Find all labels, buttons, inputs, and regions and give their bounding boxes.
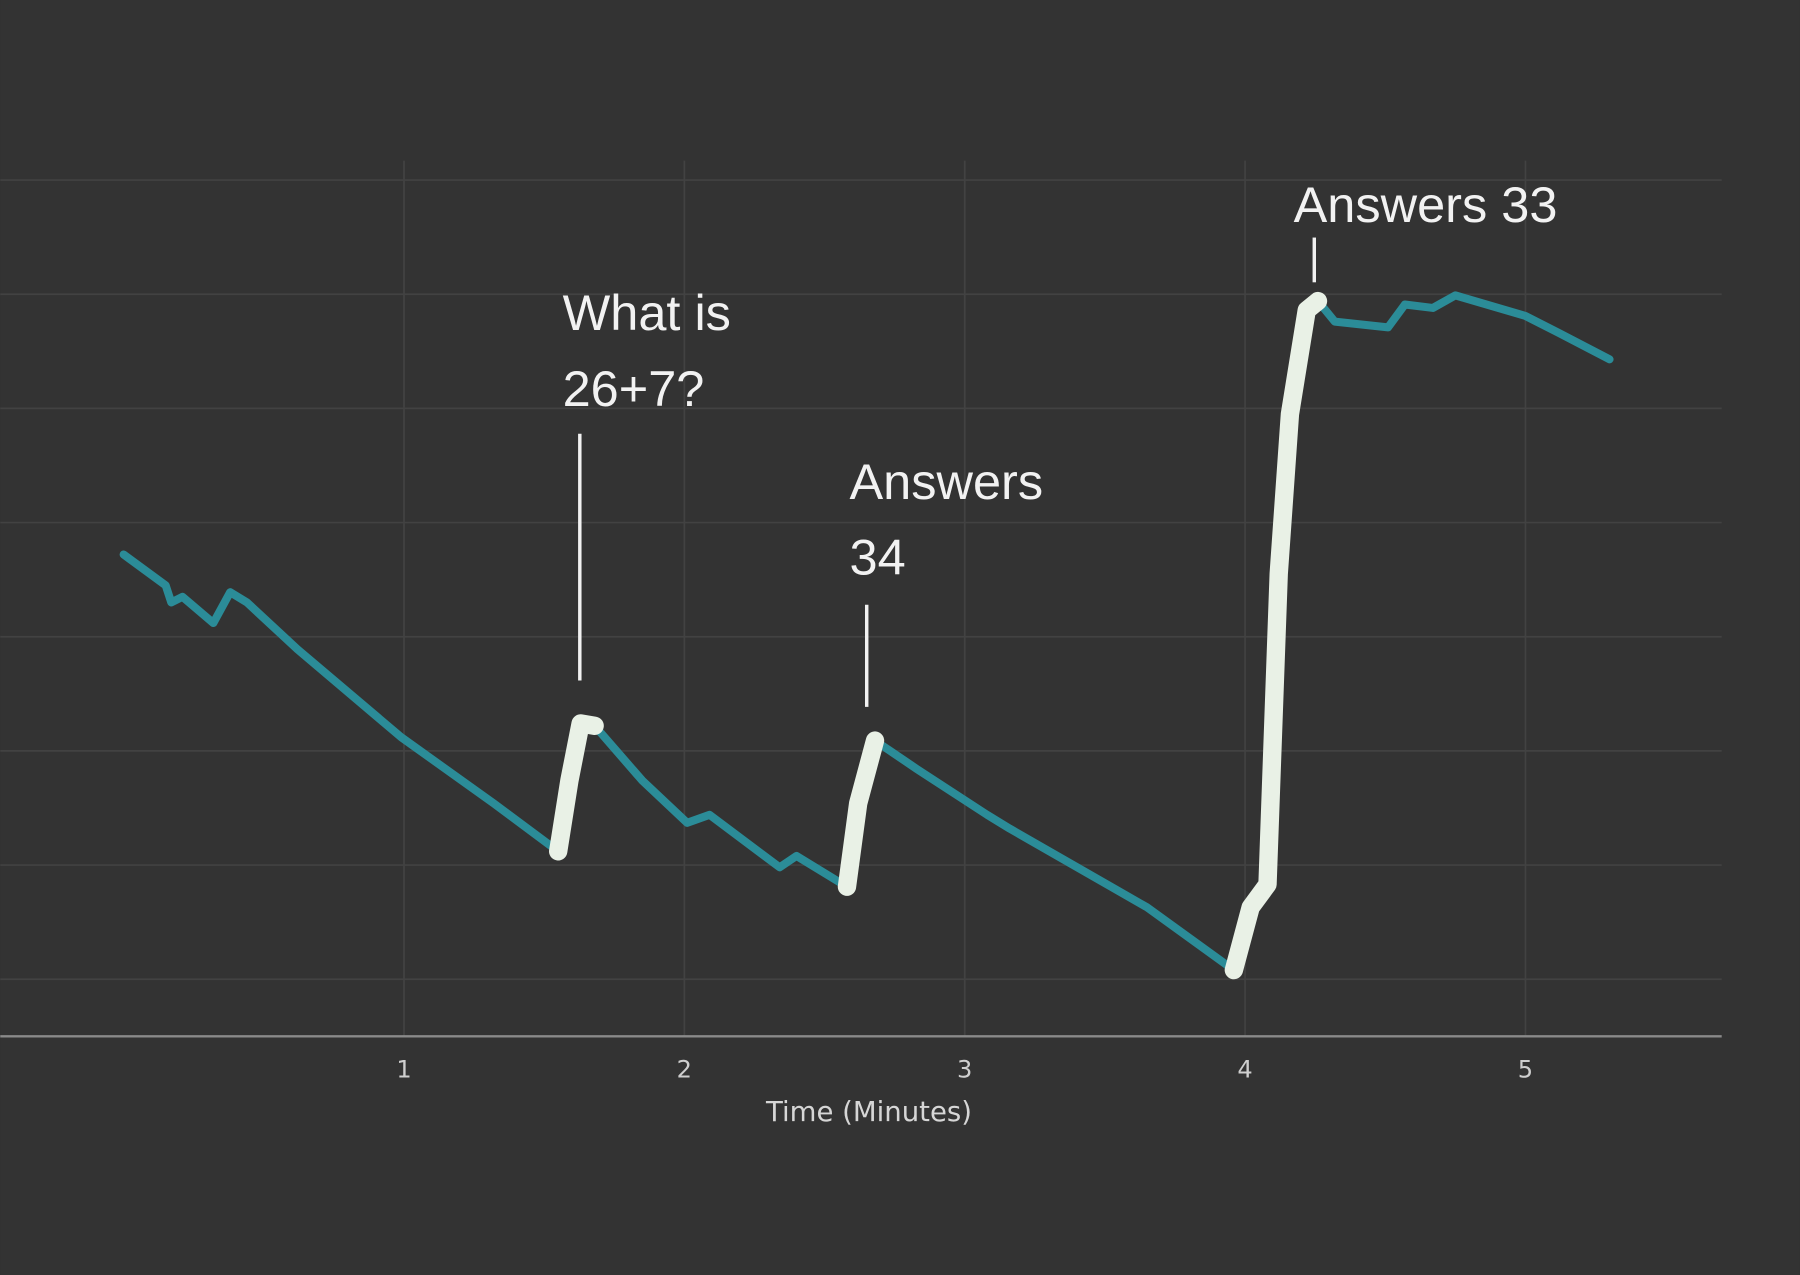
x-axis-title: Time (Minutes): [765, 1096, 972, 1128]
annotation-text: Answers 33: [1294, 176, 1558, 233]
line-series: [549, 714, 604, 861]
x-tick-label: 2: [677, 1056, 692, 1084]
x-tick-label: 3: [957, 1056, 972, 1084]
x-tick-label: 4: [1237, 1056, 1252, 1084]
x-tick-label: 1: [396, 1056, 411, 1084]
x-tick-label: 5: [1518, 1056, 1533, 1084]
annotation-text: Answers: [850, 453, 1044, 510]
annotation-text: 34: [850, 529, 906, 586]
line-series: [837, 731, 885, 896]
annotation-text: What is: [563, 284, 731, 341]
annotation-text: 26+7?: [563, 360, 705, 417]
line-series: [1224, 291, 1328, 980]
